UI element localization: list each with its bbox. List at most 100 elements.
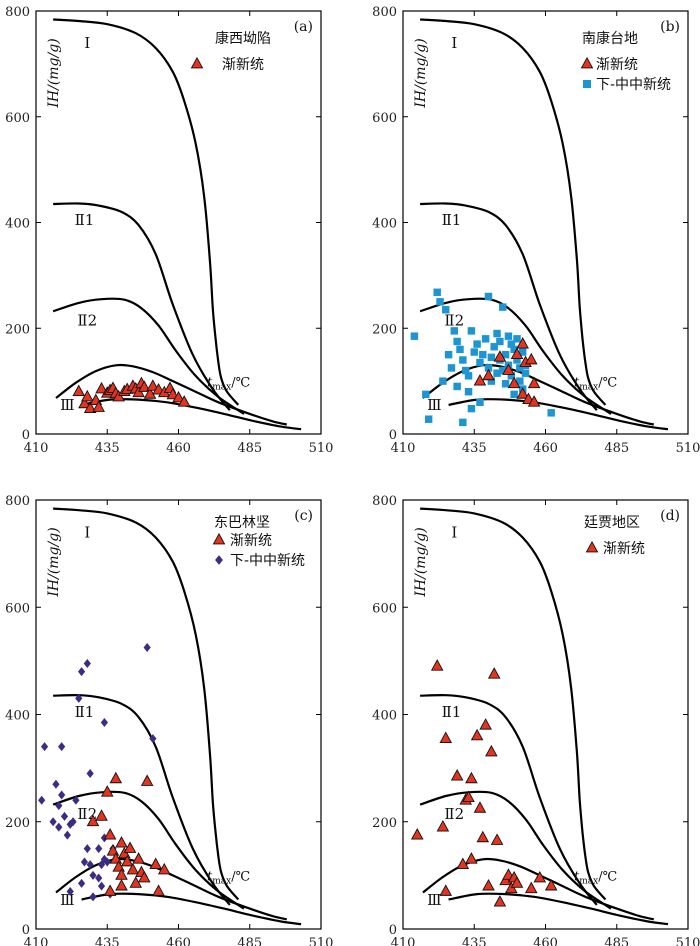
data-point	[487, 667, 501, 679]
data-point	[69, 817, 77, 827]
data-point	[464, 372, 473, 380]
data-point	[49, 817, 57, 827]
data-point	[524, 881, 538, 894]
series-triangle	[86, 771, 171, 896]
legend-label: 渐新统	[230, 533, 272, 549]
data-point	[484, 292, 493, 301]
data-point	[544, 878, 558, 891]
data-point	[430, 659, 444, 671]
II2-boundary	[52, 297, 245, 415]
y-tick-label: 200	[5, 816, 30, 831]
x-axis-label-sub: max	[579, 877, 598, 887]
data-point	[533, 870, 547, 883]
data-point	[493, 369, 501, 377]
zone-label: Ⅱ1	[75, 703, 95, 721]
zone-label: Ⅰ	[451, 34, 457, 52]
legend-label: 下-中中新统	[230, 553, 305, 569]
III-upper-boundary	[55, 363, 288, 426]
data-point	[453, 337, 461, 346]
zone-label: Ⅱ2	[444, 312, 464, 330]
legend-label: 下-中中新统	[596, 77, 671, 93]
zone-label: Ⅰ	[84, 34, 90, 52]
data-point	[487, 377, 496, 385]
data-point	[501, 380, 510, 388]
data-point	[450, 327, 459, 335]
zone-label: Ⅰ	[451, 524, 457, 542]
data-point	[482, 878, 495, 891]
data-point	[123, 841, 137, 853]
y-tick-label: 600	[372, 111, 397, 126]
y-tick-label: 200	[5, 322, 30, 337]
data-point	[479, 350, 487, 359]
y-tick-label: 800	[5, 494, 30, 509]
data-point	[518, 348, 527, 356]
data-point	[465, 771, 478, 784]
x-tick-label: 510	[309, 441, 334, 456]
x-axis-label-sub: max	[212, 382, 231, 392]
data-point	[115, 878, 128, 891]
data-point	[149, 734, 157, 744]
y-tick-label: 800	[372, 494, 397, 509]
data-point	[103, 828, 117, 840]
II2-boundary	[419, 297, 612, 415]
data-point	[547, 409, 555, 417]
data-point	[507, 340, 516, 348]
data-point	[81, 389, 94, 402]
y-tick-label: 0	[389, 428, 397, 443]
data-point	[476, 398, 484, 406]
data-point	[439, 884, 453, 896]
data-point	[72, 795, 80, 805]
x-tick-label: 510	[676, 441, 700, 456]
zone-label: Ⅱ2	[77, 312, 97, 330]
II1-boundary	[53, 202, 231, 411]
data-point	[462, 790, 475, 802]
data-point	[493, 329, 501, 338]
region-title: 廷贾地区	[584, 515, 640, 531]
y-axis-label: IH/(mg/g)	[413, 38, 429, 108]
legend-marker-square	[582, 79, 592, 89]
series-diamond	[38, 642, 157, 902]
series-triangle	[410, 659, 558, 907]
data-point	[100, 785, 114, 797]
region-title: 康西坳陷	[215, 30, 271, 47]
x-tick-label: 485	[604, 441, 629, 456]
data-point	[86, 860, 94, 870]
data-point	[510, 345, 518, 354]
data-point	[450, 769, 464, 781]
data-point	[516, 364, 524, 372]
x-tick-label: 485	[237, 936, 262, 946]
data-point	[487, 353, 496, 362]
x-tick-label: 460	[533, 936, 558, 946]
data-point	[132, 852, 145, 864]
x-tick-label: 435	[462, 936, 487, 946]
data-point	[490, 343, 498, 351]
y-tick-label: 200	[372, 322, 397, 337]
panel-label: (d)	[660, 508, 680, 524]
panel-c: 410 435 460 485 5100200400600800ⅠⅡ1Ⅱ2ⅢIH/(mg…	[5, 494, 333, 946]
data-point	[470, 728, 484, 741]
data-point	[436, 298, 444, 306]
y-tick-label: 600	[372, 601, 397, 616]
data-point	[516, 377, 524, 385]
y-tick-label: 400	[372, 709, 397, 724]
y-axis-label: IH/(mg/g)	[46, 527, 62, 597]
legend-marker-triangle	[190, 56, 204, 69]
data-point	[465, 852, 478, 864]
x-axis-label-unit: /℃	[231, 870, 250, 885]
data-point	[89, 892, 97, 902]
data-point	[467, 404, 476, 413]
x-axis-label-sub: max	[212, 877, 231, 887]
x-axis-label-main: t	[207, 375, 213, 390]
data-point	[177, 395, 191, 407]
data-point	[499, 366, 507, 375]
data-point	[493, 895, 507, 907]
data-point	[138, 870, 151, 883]
zone-label: Ⅱ1	[442, 211, 462, 229]
III-lower-boundary	[81, 398, 302, 431]
data-point	[95, 844, 103, 854]
data-point	[97, 881, 106, 891]
x-tick-label: 410	[24, 936, 49, 946]
data-point	[100, 718, 108, 728]
series-triangle	[473, 337, 541, 407]
